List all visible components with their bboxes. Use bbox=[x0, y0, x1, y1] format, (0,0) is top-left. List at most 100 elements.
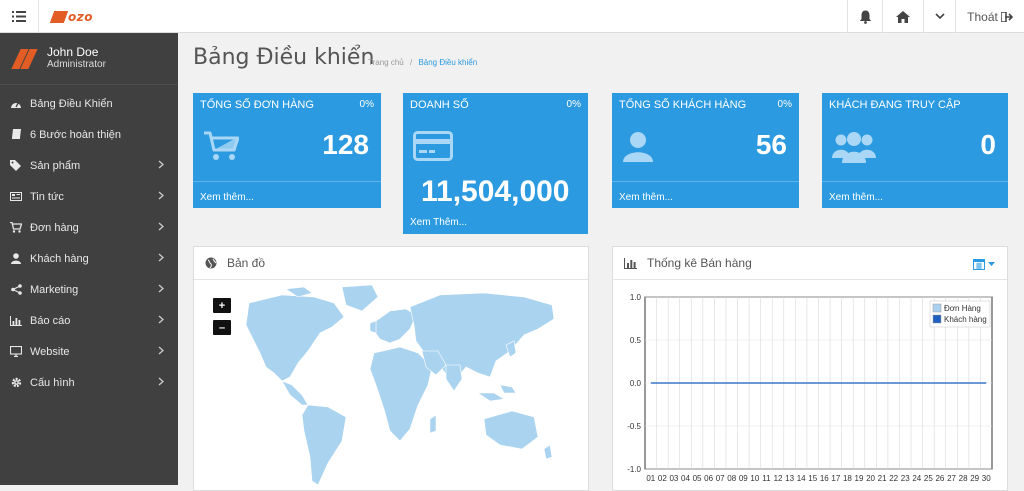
legend-label: Đơn Hàng bbox=[944, 304, 981, 313]
bar-chart-icon bbox=[624, 257, 637, 269]
legend-label: Khách hàng bbox=[944, 315, 987, 324]
user-profile[interactable]: John Doe Administrator bbox=[0, 33, 178, 85]
sign-out-icon bbox=[1000, 11, 1013, 22]
sidebar-item-website[interactable]: Website bbox=[0, 336, 178, 367]
notifications-button[interactable] bbox=[847, 0, 882, 33]
sidebar-item-news[interactable]: Tin tức bbox=[0, 181, 178, 212]
stat-label: TỔNG SỐ ĐƠN HÀNG bbox=[200, 99, 314, 111]
x-tick-label: 29 bbox=[970, 474, 979, 483]
stat-value: 128 bbox=[322, 129, 369, 160]
sidebar-item-customers[interactable]: Khách hàng bbox=[0, 243, 178, 274]
y-tick-label: 0.5 bbox=[630, 336, 642, 345]
chevron-right-icon bbox=[158, 191, 164, 200]
calendar-icon bbox=[973, 259, 985, 270]
chevron-right-icon bbox=[158, 284, 164, 293]
x-tick-label: 11 bbox=[762, 474, 771, 483]
x-tick-label: 06 bbox=[704, 474, 713, 483]
x-tick-label: 13 bbox=[785, 474, 794, 483]
x-tick-label: 28 bbox=[959, 474, 968, 483]
sales-chart-title: Thống kê Bán hàng bbox=[647, 256, 752, 270]
see-more-link[interactable]: Xem thêm... bbox=[829, 192, 883, 203]
sidebar-item-label: Marketing bbox=[30, 283, 79, 296]
stat-percent: 0% bbox=[777, 99, 792, 110]
stat-card-revenue: DOANH SỐ 0% 11,504,000 Xem Thêm... bbox=[403, 93, 588, 234]
user-name: John Doe bbox=[47, 45, 99, 59]
x-tick-label: 27 bbox=[947, 474, 956, 483]
chevron-right-icon bbox=[158, 315, 164, 324]
chevron-right-icon bbox=[158, 160, 164, 169]
list-icon bbox=[12, 11, 26, 22]
stat-percent: 0% bbox=[566, 99, 581, 110]
logo[interactable]: ozo bbox=[49, 7, 93, 27]
sidebar-item-label: Tin tức bbox=[30, 190, 64, 203]
bell-icon bbox=[859, 10, 871, 24]
sidebar-item-settings[interactable]: Cấu hình bbox=[0, 367, 178, 398]
zoom-in-button[interactable]: + bbox=[213, 298, 231, 313]
home-icon bbox=[896, 10, 910, 23]
x-tick-label: 22 bbox=[889, 474, 898, 483]
sidebar-item-label: 6 Bước hoàn thiện bbox=[30, 128, 122, 141]
sidebar-item-label: Báo cáo bbox=[30, 314, 71, 327]
chevron-right-icon bbox=[158, 222, 164, 231]
x-tick-label: 23 bbox=[901, 474, 910, 483]
logo-mark bbox=[49, 11, 69, 23]
menu-toggle-button[interactable] bbox=[0, 0, 39, 33]
sidebar-item-products[interactable]: Sản phẩm bbox=[0, 150, 178, 181]
x-tick-label: 12 bbox=[774, 474, 783, 483]
users-icon bbox=[832, 132, 876, 163]
caret-down-icon bbox=[988, 261, 995, 266]
x-tick-label: 07 bbox=[716, 474, 725, 483]
sidebar-item-label: Sản phẩm bbox=[30, 159, 81, 172]
y-tick-label: 1.0 bbox=[630, 293, 642, 302]
zoom-out-button[interactable]: – bbox=[213, 320, 231, 335]
stat-label: TỔNG SỐ KHÁCH HÀNG bbox=[619, 99, 747, 111]
sidebar: John Doe Administrator Bảng Điều Khiển 6… bbox=[0, 33, 178, 485]
x-tick-label: 05 bbox=[693, 474, 702, 483]
breadcrumb-current: Bảng Điều khiển bbox=[418, 58, 478, 67]
x-tick-label: 01 bbox=[646, 474, 655, 483]
logo-text: ozo bbox=[68, 10, 93, 24]
sidebar-item-steps[interactable]: 6 Bước hoàn thiện bbox=[0, 119, 178, 150]
breadcrumb-separator: / bbox=[409, 58, 413, 67]
world-map[interactable] bbox=[194, 281, 588, 491]
x-tick-label: 15 bbox=[808, 474, 817, 483]
dashboard-icon bbox=[10, 98, 22, 110]
dropdown-button[interactable] bbox=[923, 0, 955, 33]
legend-swatch bbox=[932, 314, 942, 324]
sidebar-item-label: Bảng Điều Khiển bbox=[30, 97, 113, 110]
breadcrumb-home[interactable]: Trang chủ bbox=[368, 58, 404, 67]
stat-card-online-visitors: KHÁCH ĐANG TRUY CẬP 0 Xem thêm... bbox=[822, 93, 1008, 208]
cart-icon bbox=[204, 131, 239, 160]
book-icon bbox=[10, 129, 22, 141]
chevron-right-icon bbox=[158, 346, 164, 355]
home-button[interactable] bbox=[882, 0, 923, 33]
sidebar-item-dashboard[interactable]: Bảng Điều Khiển bbox=[0, 88, 178, 119]
map-panel-title: Bản đồ bbox=[227, 256, 266, 270]
avatar bbox=[10, 47, 38, 71]
stat-value: 56 bbox=[755, 129, 787, 160]
tags-icon bbox=[10, 160, 22, 172]
stat-label: DOANH SỐ bbox=[410, 99, 469, 111]
sidebar-item-marketing[interactable]: Marketing bbox=[0, 274, 178, 305]
see-more-link[interactable]: Xem Thêm... bbox=[410, 217, 468, 228]
x-tick-label: 19 bbox=[855, 474, 864, 483]
date-picker-button[interactable] bbox=[973, 258, 995, 270]
x-tick-label: 21 bbox=[878, 474, 887, 483]
user-icon bbox=[10, 253, 22, 265]
x-tick-label: 20 bbox=[866, 474, 875, 483]
see-more-link[interactable]: Xem thêm... bbox=[200, 192, 254, 203]
sidebar-item-label: Khách hàng bbox=[30, 252, 89, 265]
stat-label: KHÁCH ĐANG TRUY CẬP bbox=[829, 99, 961, 111]
x-tick-label: 14 bbox=[797, 474, 806, 483]
see-more-link[interactable]: Xem thêm... bbox=[619, 192, 673, 203]
sidebar-item-orders[interactable]: Đơn hàng bbox=[0, 212, 178, 243]
x-tick-label: 30 bbox=[982, 474, 991, 483]
sidebar-item-label: Cấu hình bbox=[30, 376, 75, 389]
logout-button[interactable]: Thoát bbox=[955, 0, 1024, 33]
sidebar-item-reports[interactable]: Báo cáo bbox=[0, 305, 178, 336]
sidebar-item-label: Website bbox=[30, 345, 70, 358]
x-tick-label: 02 bbox=[658, 474, 667, 483]
newspaper-icon bbox=[10, 191, 22, 203]
sales-chart-panel: Thống kê Bán hàng 1.0 0.5 0.0 -0.5 -1.0 01 02 0… bbox=[612, 246, 1008, 491]
page-title: Bảng Điều khiển bbox=[193, 45, 375, 70]
